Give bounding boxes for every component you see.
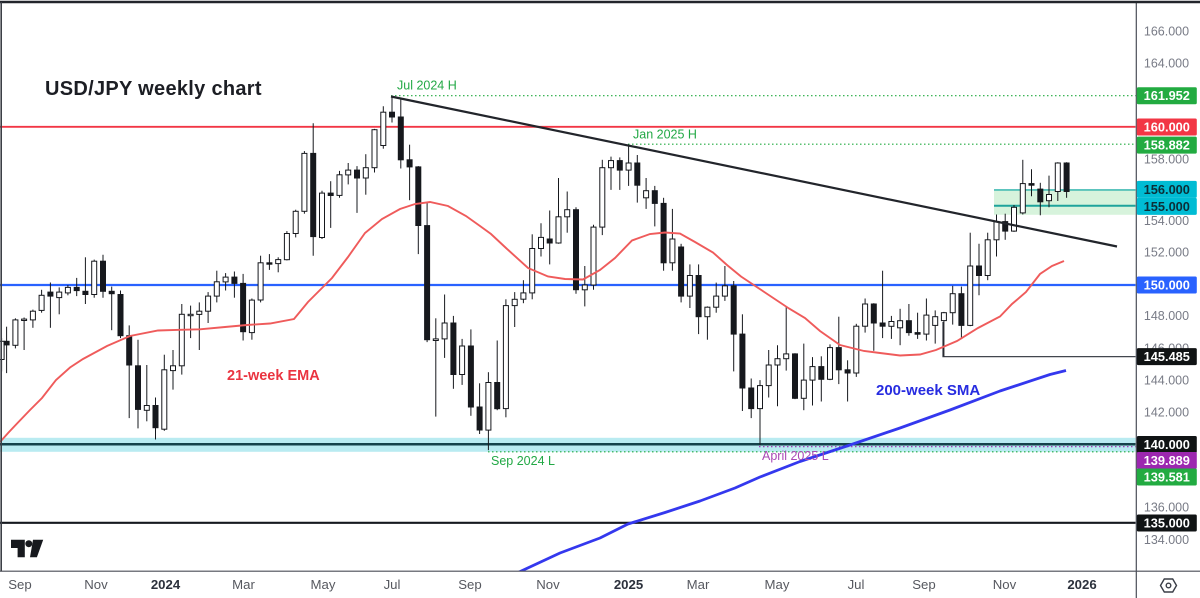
svg-text:134.000: 134.000: [1144, 533, 1189, 547]
svg-text:Mar: Mar: [687, 577, 710, 592]
svg-text:139.581: 139.581: [1144, 470, 1190, 485]
svg-text:200-week SMA: 200-week SMA: [876, 382, 980, 399]
svg-text:Sep: Sep: [458, 577, 481, 592]
svg-text:140.000: 140.000: [1144, 437, 1190, 452]
svg-text:Nov: Nov: [993, 577, 1017, 592]
svg-text:145.485: 145.485: [1144, 349, 1190, 364]
svg-text:158.000: 158.000: [1144, 153, 1189, 167]
svg-text:Mar: Mar: [232, 577, 255, 592]
svg-text:Jan 2025 H: Jan 2025 H: [633, 128, 697, 142]
svg-text:158.882: 158.882: [1144, 138, 1190, 153]
svg-text:155.000: 155.000: [1144, 199, 1190, 214]
svg-text:Jul 2024 H: Jul 2024 H: [397, 79, 457, 93]
svg-text:136.000: 136.000: [1144, 501, 1189, 515]
svg-text:164.000: 164.000: [1144, 56, 1189, 70]
svg-text:Sep: Sep: [912, 577, 935, 592]
svg-text:154.000: 154.000: [1144, 214, 1189, 228]
svg-text:150.000: 150.000: [1144, 278, 1190, 293]
svg-text:161.952: 161.952: [1144, 88, 1190, 103]
svg-text:139.889: 139.889: [1144, 453, 1190, 468]
svg-text:160.000: 160.000: [1144, 120, 1190, 135]
svg-text:Nov: Nov: [536, 577, 560, 592]
svg-text:2024: 2024: [151, 577, 181, 592]
svg-text:USD/JPY weekly chart: USD/JPY weekly chart: [45, 78, 262, 100]
svg-text:Jul: Jul: [384, 577, 401, 592]
svg-text:166.000: 166.000: [1144, 25, 1189, 39]
svg-text:156.000: 156.000: [1144, 182, 1190, 197]
svg-text:142.000: 142.000: [1144, 406, 1189, 420]
svg-text:148.000: 148.000: [1144, 309, 1189, 323]
svg-text:2026: 2026: [1067, 577, 1096, 592]
svg-text:Jul: Jul: [848, 577, 865, 592]
svg-text:144.000: 144.000: [1144, 373, 1189, 387]
svg-text:2025: 2025: [614, 577, 643, 592]
svg-text:May: May: [311, 577, 336, 592]
svg-text:152.000: 152.000: [1144, 246, 1189, 260]
svg-text:April 2025 L: April 2025 L: [762, 449, 829, 463]
svg-text:Sep: Sep: [8, 577, 31, 592]
svg-text:Sep 2024 L: Sep 2024 L: [491, 454, 555, 468]
svg-text:135.000: 135.000: [1144, 516, 1190, 531]
svg-text:21-week EMA: 21-week EMA: [227, 368, 320, 384]
svg-text:Nov: Nov: [84, 577, 108, 592]
svg-text:May: May: [765, 577, 790, 592]
